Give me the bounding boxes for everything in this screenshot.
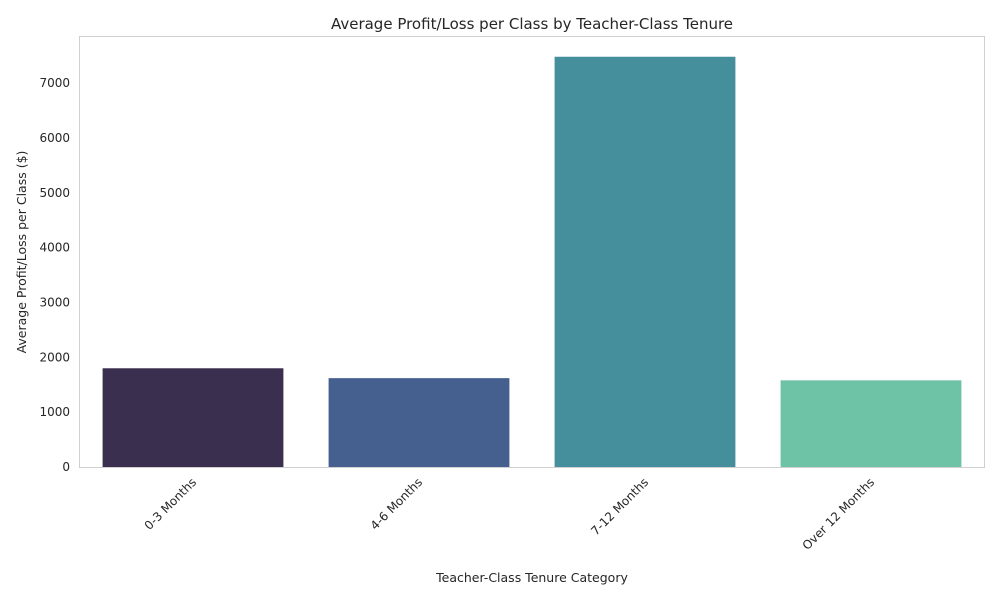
plot-frame — [79, 36, 985, 468]
bar-7-12-months — [554, 56, 736, 467]
y-tick-label: 1000 — [39, 405, 70, 419]
y-tick-label: 5000 — [39, 186, 70, 200]
y-tick-label: 4000 — [39, 241, 70, 255]
y-axis-ticks: 0 1000 2000 3000 4000 5000 6000 7000 — [39, 76, 70, 474]
x-axis-label: Teacher-Class Tenure Category — [435, 570, 628, 585]
x-axis-ticks: 0-3 Months 4-6 Months 7-12 Months Over 12 M… — [142, 475, 877, 553]
y-tick-label: 2000 — [39, 350, 70, 364]
bar-0-3-months — [102, 368, 284, 467]
x-tick-label: 0-3 Months — [142, 475, 199, 532]
y-tick-label: 0 — [62, 460, 70, 474]
chart-title: Average Profit/Loss per Class by Teacher… — [331, 15, 733, 33]
x-tick-label: 7-12 Months — [588, 475, 651, 538]
x-tick-label: Over 12 Months — [800, 475, 878, 553]
y-tick-label: 3000 — [39, 295, 70, 309]
bar-4-6-months — [328, 378, 510, 467]
x-tick-label: 4-6 Months — [368, 475, 425, 532]
y-tick-label: 6000 — [39, 131, 70, 145]
y-tick-label: 7000 — [39, 76, 70, 90]
y-axis-label: Average Profit/Loss per Class ($) — [14, 151, 29, 354]
bar-over-12-months — [780, 380, 962, 467]
bars — [102, 56, 962, 467]
